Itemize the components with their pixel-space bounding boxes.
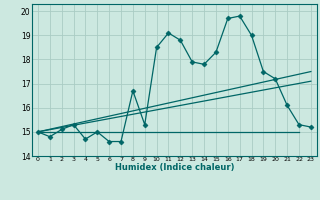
X-axis label: Humidex (Indice chaleur): Humidex (Indice chaleur) bbox=[115, 163, 234, 172]
